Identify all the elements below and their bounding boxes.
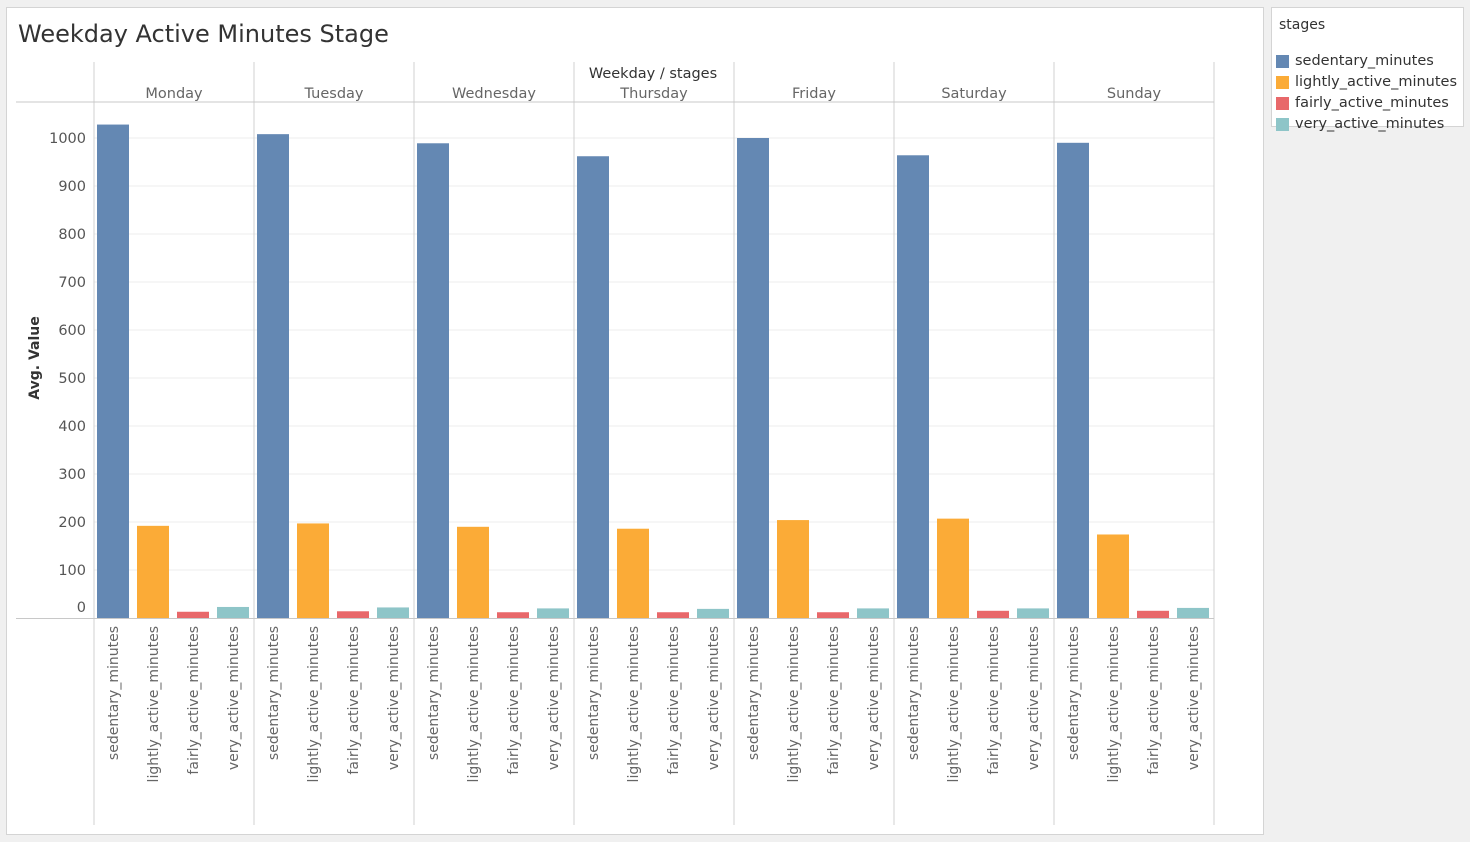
chart-title: Weekday Active Minutes Stage xyxy=(18,20,389,48)
legend-swatch xyxy=(1276,75,1289,89)
legend-swatch xyxy=(1276,117,1289,131)
legend-label: fairly_active_minutes xyxy=(1295,95,1449,111)
legend-item-sedentary[interactable]: sedentary_minutes xyxy=(1276,52,1434,70)
legend-item-very-active[interactable]: very_active_minutes xyxy=(1276,115,1444,133)
legend-swatch xyxy=(1276,54,1289,68)
legend-label: sedentary_minutes xyxy=(1295,53,1434,69)
legend-item-lightly-active[interactable]: lightly_active_minutes xyxy=(1276,73,1457,91)
legend-swatch xyxy=(1276,96,1289,110)
chart-panel xyxy=(6,7,1264,835)
legend-label: very_active_minutes xyxy=(1295,116,1445,132)
legend: stages sedentary_minutes lightly_active_… xyxy=(1271,7,1464,132)
legend-item-fairly-active[interactable]: fairly_active_minutes xyxy=(1276,94,1449,112)
legend-label: lightly_active_minutes xyxy=(1295,74,1458,90)
legend-title: stages xyxy=(1279,17,1326,33)
